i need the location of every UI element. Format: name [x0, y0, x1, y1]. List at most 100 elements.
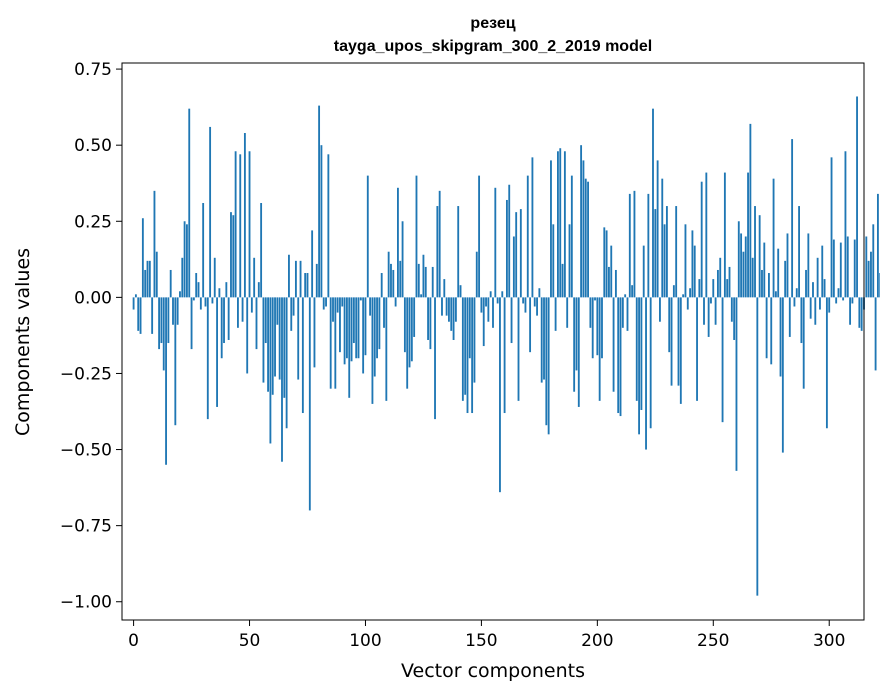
bar-160 [503, 297, 506, 414]
bar-303 [835, 297, 838, 304]
bar-96 [355, 297, 358, 359]
bar-319 [872, 224, 875, 298]
bar-175 [538, 288, 541, 298]
bar-166 [517, 297, 520, 401]
bar-217 [635, 297, 638, 401]
bar-209 [617, 297, 620, 414]
bar-321 [876, 193, 879, 298]
bar-220 [642, 245, 645, 298]
bar-102 [369, 297, 372, 316]
bar-281 [784, 260, 787, 298]
bar-297 [821, 245, 824, 298]
bar-222 [647, 193, 650, 298]
bar-84 [327, 154, 330, 298]
bar-193 [580, 145, 583, 298]
bar-41 [227, 297, 230, 340]
bar-56 [262, 297, 265, 383]
x-tick-label-50: 50 [239, 631, 261, 651]
bar-36 [216, 297, 218, 407]
bar-273 [765, 297, 768, 359]
bar-277 [774, 291, 777, 298]
bar-167 [519, 209, 522, 298]
bar-22 [183, 221, 186, 298]
bar-127 [427, 297, 429, 340]
bar-216 [633, 190, 636, 298]
bar-192 [577, 297, 580, 407]
bar-250 [712, 279, 715, 298]
bar-252 [716, 269, 719, 298]
bar-83 [325, 297, 327, 307]
bar-238 [684, 224, 687, 298]
bar-73 [301, 297, 304, 414]
bar-123 [417, 263, 420, 298]
bar-110 [387, 251, 390, 298]
bar-147 [473, 297, 476, 383]
bar-140 [457, 206, 460, 298]
chart-title: резец [470, 15, 515, 32]
bar-5 [144, 269, 147, 298]
bar-202 [601, 297, 603, 359]
bar-112 [392, 269, 395, 298]
bar-1 [134, 294, 137, 298]
bar-262 [740, 233, 743, 298]
bar-47 [241, 297, 244, 322]
bar-191 [575, 297, 578, 371]
bar-267 [751, 257, 754, 298]
bar-48 [243, 133, 246, 298]
bar-244 [698, 279, 701, 298]
bar-179 [547, 297, 550, 435]
bar-200 [596, 297, 599, 356]
bar-72 [299, 260, 302, 298]
bar-58 [267, 297, 269, 392]
bar-204 [605, 230, 608, 298]
bar-289 [802, 297, 805, 389]
bar-7 [148, 260, 151, 298]
bar-184 [559, 148, 562, 298]
bar-90 [341, 297, 344, 307]
bar-117 [403, 297, 406, 353]
bar-254 [721, 297, 724, 423]
bar-43 [232, 215, 235, 298]
bar-218 [638, 297, 640, 435]
bar-46 [239, 154, 242, 298]
bar-108 [383, 297, 385, 328]
bar-13 [162, 297, 165, 371]
bar-292 [809, 297, 812, 319]
bar-259 [733, 297, 736, 340]
bar-229 [663, 224, 666, 298]
bar-26 [192, 297, 195, 301]
bar-190 [573, 297, 576, 392]
bar-269 [756, 297, 759, 596]
bar-241 [691, 230, 694, 298]
x-tick-label-150: 150 [465, 631, 497, 651]
bar-188 [568, 224, 571, 298]
bar-283 [788, 297, 791, 337]
bar-174 [536, 297, 538, 316]
bar-82 [322, 297, 325, 310]
bar-232 [670, 297, 673, 386]
bar-207 [612, 297, 615, 392]
bar-298 [823, 279, 826, 298]
y-tick-label-0: 0.75 [74, 60, 112, 80]
bar-71 [297, 297, 300, 380]
bar-113 [394, 297, 397, 307]
bar-313 [858, 297, 861, 328]
bar-138 [452, 297, 455, 340]
y-tick-label-5: −0.50 [60, 441, 112, 461]
x-tick-label-100: 100 [349, 631, 381, 651]
bar-157 [496, 297, 499, 304]
bar-79 [315, 263, 318, 298]
chart-subtitle: tayga_upos_skipgram_300_2_2019 model [334, 38, 652, 55]
bar-251 [714, 297, 717, 325]
bar-164 [512, 236, 515, 298]
bar-128 [429, 297, 432, 350]
bar-302 [832, 239, 835, 298]
bar-132 [438, 190, 441, 298]
bar-53 [255, 297, 258, 350]
bar-270 [758, 215, 761, 298]
bar-276 [772, 178, 775, 298]
y-tick-label-2: 0.25 [74, 212, 112, 232]
bar-264 [744, 236, 747, 298]
y-tick-label-1: 0.50 [74, 136, 112, 156]
y-tick-label-7: −1.00 [60, 593, 112, 613]
